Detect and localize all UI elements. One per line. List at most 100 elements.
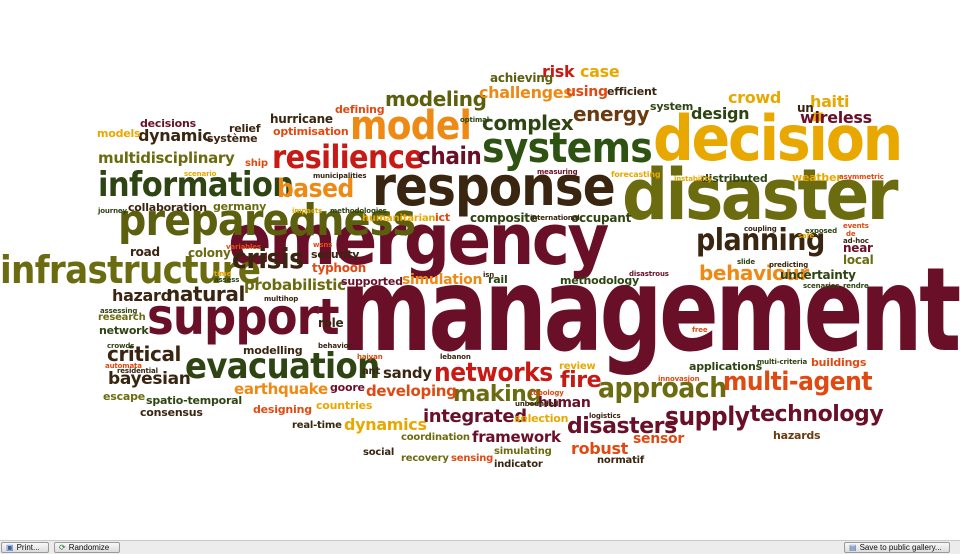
cloud-word: distributed xyxy=(701,172,768,185)
cloud-word: infrastructure xyxy=(0,248,261,292)
cloud-word: supported xyxy=(341,275,403,288)
cloud-word: disasters xyxy=(567,414,677,439)
cloud-word: occupant xyxy=(571,211,632,225)
cloud-word: dynamic xyxy=(138,126,212,145)
cloud-word: forecasting xyxy=(611,170,661,179)
cloud-word: developing xyxy=(366,382,457,400)
cloud-word: sandy xyxy=(383,364,432,382)
cloud-word: information xyxy=(98,165,294,205)
cloud-word: countries xyxy=(316,399,373,412)
cloud-word: achieving xyxy=(490,71,553,85)
cloud-word: crowds xyxy=(107,342,135,350)
cloud-word: colony xyxy=(188,246,231,260)
cloud-word: simulating xyxy=(494,446,552,457)
cloud-word: model xyxy=(350,103,472,149)
cloud-word: measuring xyxy=(537,168,578,176)
cloud-word: wireless xyxy=(800,108,872,127)
cloud-word: residential xyxy=(117,367,158,375)
cloud-word: events xyxy=(843,222,869,230)
cloud-word: preparedness xyxy=(118,195,416,246)
cloud-word: support xyxy=(147,288,339,346)
cloud-word: road xyxy=(130,245,160,259)
cloud-word: international xyxy=(530,214,580,222)
cloud-word: dynamics xyxy=(344,415,427,434)
cloud-word: predicting xyxy=(769,261,809,269)
cloud-word: asymmetric xyxy=(839,173,884,181)
cloud-word: modelling xyxy=(243,344,303,357)
cloud-word: near xyxy=(843,241,873,255)
cloud-word: based xyxy=(277,174,354,204)
cloud-word: local xyxy=(843,253,874,267)
cloud-word: goore xyxy=(330,381,365,394)
cloud-word: natural xyxy=(166,282,245,306)
cloud-word: slide xyxy=(737,258,756,266)
cloud-word: un xyxy=(797,101,814,115)
cloud-word: behaviour xyxy=(699,261,809,285)
cloud-word: case xyxy=(580,62,620,81)
randomize-button-label: Randomize xyxy=(68,543,110,552)
cloud-word: instability xyxy=(674,175,713,183)
cloud-word: optimal xyxy=(460,116,490,124)
cloud-word: decision xyxy=(653,102,903,175)
cloud-word: review xyxy=(559,361,596,372)
print-button-label: Print... xyxy=(16,543,40,552)
cloud-word: chain xyxy=(418,142,482,170)
cloud-word: network xyxy=(99,324,149,337)
cloud-word: impacts xyxy=(292,207,323,215)
cloud-word: assessing xyxy=(100,307,138,315)
cloud-word: social xyxy=(363,447,395,458)
cloud-word: uncertainty xyxy=(780,268,856,282)
cloud-word: scenario xyxy=(184,170,217,178)
cloud-word: topology xyxy=(530,389,564,397)
cloud-word: probabilistic xyxy=(244,276,346,294)
cloud-word: haiyan xyxy=(357,353,383,361)
cloud-word: framework xyxy=(472,428,561,446)
shuffle-icon: ⟳ xyxy=(59,542,66,552)
cloud-word: challenges xyxy=(479,83,573,102)
cloud-word: decisions xyxy=(140,117,196,130)
cloud-word: free xyxy=(692,326,708,334)
cloud-word: evacuation xyxy=(185,346,380,387)
cloud-word: spatio-temporal xyxy=(146,394,242,407)
cloud-word: composite xyxy=(470,211,538,225)
cloud-word: models xyxy=(97,127,141,140)
cloud-word: journey xyxy=(98,207,127,215)
cloud-word: germany xyxy=(213,200,267,213)
randomize-button[interactable]: ⟳ Randomize xyxy=(54,542,120,553)
cloud-word: networks xyxy=(434,358,553,388)
cloud-word: resilience xyxy=(272,138,424,176)
cloud-word: multidisciplinary xyxy=(98,149,235,167)
cloud-word: système xyxy=(207,132,258,145)
cloud-word: safe xyxy=(798,232,815,240)
cloud-word: ad-hoc xyxy=(843,237,869,245)
cloud-word: response xyxy=(372,155,616,218)
cloud-word: risk xyxy=(542,62,575,81)
cloud-word: wsns xyxy=(313,241,333,249)
save-to-gallery-button[interactable]: ▤ Save to public gallery... xyxy=(844,542,950,553)
cloud-word: system xyxy=(650,100,694,113)
cloud-word: ict xyxy=(435,211,450,224)
cloud-word: technology xyxy=(750,402,884,427)
cloud-word: simulation xyxy=(402,272,483,288)
cloud-word: innovasjon xyxy=(658,375,700,383)
cloud-word: ship xyxy=(245,158,268,169)
cloud-word: haiti xyxy=(810,92,850,111)
cloud-word: behavior xyxy=(318,342,352,350)
print-button[interactable]: ▣ Print... xyxy=(1,542,49,553)
cloud-word: multihop xyxy=(264,295,299,303)
cloud-word: supply xyxy=(665,402,750,432)
cloud-word: ant xyxy=(362,366,381,377)
cloud-word: robust xyxy=(571,439,628,458)
cloud-word: rail xyxy=(488,273,508,286)
cloud-word: humanitarian xyxy=(362,213,436,224)
cloud-word: management xyxy=(340,243,960,378)
cloud-word: disaster xyxy=(622,154,898,236)
cloud-word: coupling xyxy=(744,225,777,233)
cloud-word: collaboration xyxy=(128,201,207,214)
cloud-word: relief xyxy=(229,122,261,135)
cloud-word: buildings xyxy=(811,356,867,369)
cloud-word: unbounded xyxy=(515,400,559,408)
cloud-word: variables xyxy=(226,243,261,251)
cloud-word: selection xyxy=(514,412,569,425)
cloud-word: time xyxy=(214,270,232,278)
